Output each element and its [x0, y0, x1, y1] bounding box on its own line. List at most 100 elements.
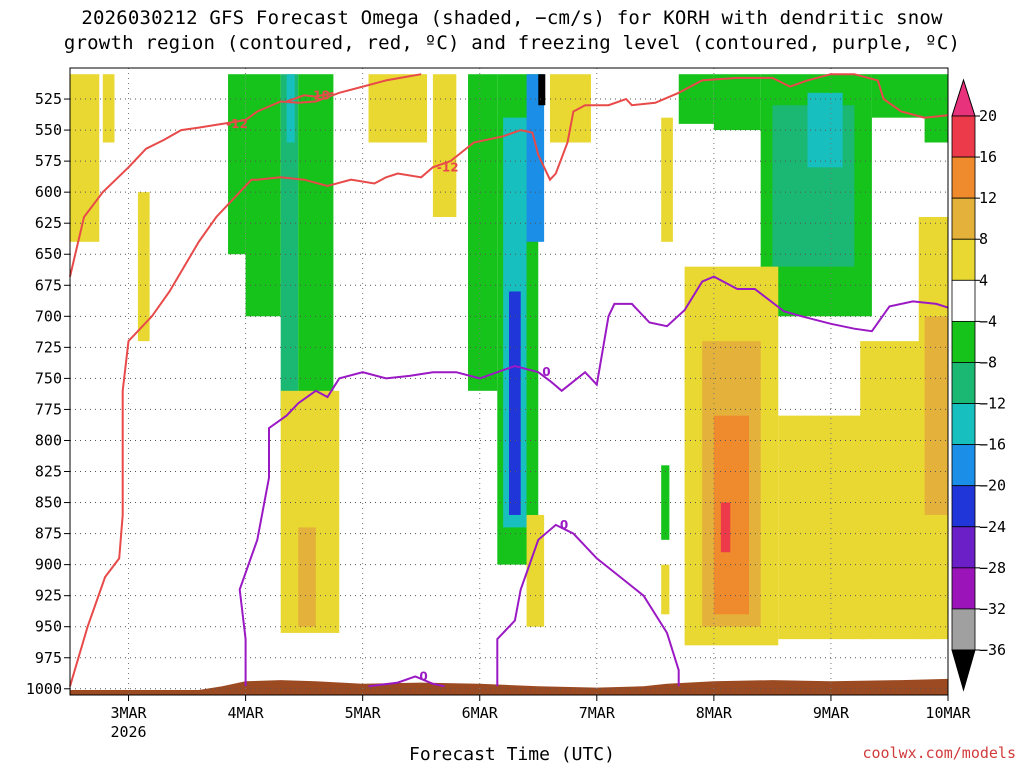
colorbar-label-8: −16	[979, 436, 1006, 454]
omega-region-35	[924, 316, 948, 515]
omega-region-21	[678, 74, 714, 124]
freezing-contour-2-label: 0	[419, 669, 427, 683]
title-line-2: growth region (contoured, red, ºC) and f…	[63, 32, 961, 54]
ytick-label-575: 575	[35, 152, 62, 170]
colorbar-label-0: 20	[979, 107, 997, 125]
colorbar-label-12: −32	[979, 600, 1006, 618]
omega-region-22	[713, 74, 761, 131]
omega-region-18	[526, 514, 545, 627]
ytick-label-925: 925	[35, 587, 62, 605]
colorbar-bin-4	[951, 279, 976, 322]
colorbar-bin-9	[951, 485, 976, 528]
colorbar-label-6: −8	[979, 353, 997, 371]
omega-region-32	[778, 415, 867, 640]
xtick-label-10mar: 10MAR	[925, 704, 971, 722]
colorbar-label-3: 8	[979, 230, 988, 248]
ytick-label-775: 775	[35, 400, 62, 418]
colorbar-label-10: −24	[979, 518, 1006, 536]
colorbar-bin-5	[951, 320, 976, 363]
ytick-label-600: 600	[35, 183, 62, 201]
colorbar-bin-0	[951, 115, 976, 158]
colorbar-bin-12	[951, 608, 976, 651]
colorbar-label-1: 16	[979, 148, 997, 166]
chart-title: 2026030212 GFS Forecast Omega (shaded, −…	[0, 6, 1024, 56]
xtick-label-8mar: 8MAR	[696, 704, 733, 722]
xtick-label-9mar: 9MAR	[813, 704, 850, 722]
ytick-label-625: 625	[35, 214, 62, 232]
omega-region-2	[137, 192, 150, 342]
ytick-label-850: 850	[35, 494, 62, 512]
ytick-label-675: 675	[35, 276, 62, 294]
colorbar-bin-1	[951, 156, 976, 199]
terrain-band	[70, 678, 948, 695]
dgz-contour-1-label: -18	[308, 88, 330, 102]
ytick-label-550: 550	[35, 121, 62, 139]
dgz-contour-0-label: -12	[226, 117, 248, 131]
ytick-label-1000: 1000	[26, 680, 62, 698]
ytick-label-650: 650	[35, 245, 62, 263]
omega-region-10	[368, 74, 428, 143]
ytick-label-700: 700	[35, 307, 62, 325]
watermark: coolwx.com/models	[862, 744, 1016, 762]
xtick-label-7mar: 7MAR	[579, 704, 616, 722]
xtick-label-3mar: 3MAR	[110, 704, 147, 722]
colorbar-label-4: 4	[979, 271, 988, 289]
colorbar-bin-3	[951, 238, 976, 281]
omega-region-6	[286, 74, 295, 143]
ytick-label-975: 975	[35, 649, 62, 667]
omega-region-3	[228, 74, 246, 255]
omega-region-30	[713, 415, 749, 615]
freezing-contour-1	[496, 523, 680, 687]
freezing-contour-0	[238, 275, 949, 687]
xtick-label-4mar: 4MAR	[228, 704, 265, 722]
y-axis-ticks: 525 550 575 600 625 650 675 700 725 750 775 800 825 8…	[26, 90, 70, 698]
colorbar-label-11: −28	[979, 559, 1006, 577]
omega-region-16	[526, 74, 545, 242]
omega-region-17	[538, 74, 546, 106]
omega-region-5	[280, 74, 299, 416]
dgz-contour-2	[69, 73, 949, 687]
ytick-label-800: 800	[35, 431, 62, 449]
dgz-contour-1	[286, 91, 334, 103]
ytick-label-825: 825	[35, 463, 62, 481]
xtick-label-6mar: 6MAR	[462, 704, 499, 722]
omega-region-12	[468, 74, 498, 391]
contours: -12 -18 -12 0 0 0	[69, 73, 949, 688]
colorbar-label-13: −36	[979, 641, 1006, 659]
colorbar-label-2: 12	[979, 189, 997, 207]
title-line-1: 2026030212 GFS Forecast Omega (shaded, −…	[81, 7, 943, 29]
omega-region-0	[70, 74, 100, 242]
x-axis-label: Forecast Time (UTC)	[409, 744, 615, 765]
ytick-label-875: 875	[35, 525, 62, 543]
xtick-year-label: 2026	[110, 723, 146, 741]
plot-frame	[69, 67, 949, 696]
omega-region-9	[298, 527, 316, 627]
omega-region-1	[102, 74, 115, 143]
colorbar-bin-11	[951, 567, 976, 610]
omega-region-11	[432, 74, 457, 217]
dgz-contour-0	[69, 73, 422, 277]
omega-region-15	[509, 291, 521, 515]
freezing-contour-0-label: 0	[542, 365, 550, 379]
ytick-label-725: 725	[35, 338, 62, 356]
colorbar-under-arrow	[951, 649, 976, 692]
colorbar: 20 16 12 8 4 −4 −8 −12 −16 −20 −24 −28 −32 −36	[951, 78, 1006, 692]
colorbar-bin-7	[951, 403, 976, 446]
omega-region-37	[661, 564, 670, 615]
omega-region-31	[720, 502, 731, 553]
ytick-label-525: 525	[35, 90, 62, 108]
colorbar-bin-8	[951, 444, 976, 487]
omega-region-4	[245, 74, 281, 317]
omega-shading	[70, 68, 948, 695]
xtick-label-5mar: 5MAR	[345, 704, 382, 722]
colorbar-over-arrow	[951, 78, 976, 117]
colorbar-bin-2	[951, 197, 976, 240]
freezing-contour-1-label: 0	[560, 518, 568, 532]
colorbar-bin-10	[951, 526, 976, 569]
ytick-label-950: 950	[35, 618, 62, 636]
colorbar-label-5: −4	[979, 312, 997, 330]
freezing-contour-2	[368, 675, 445, 688]
omega-region-20	[661, 117, 673, 242]
colorbar-label-7: −12	[979, 395, 1006, 413]
ytick-label-900: 900	[35, 556, 62, 574]
